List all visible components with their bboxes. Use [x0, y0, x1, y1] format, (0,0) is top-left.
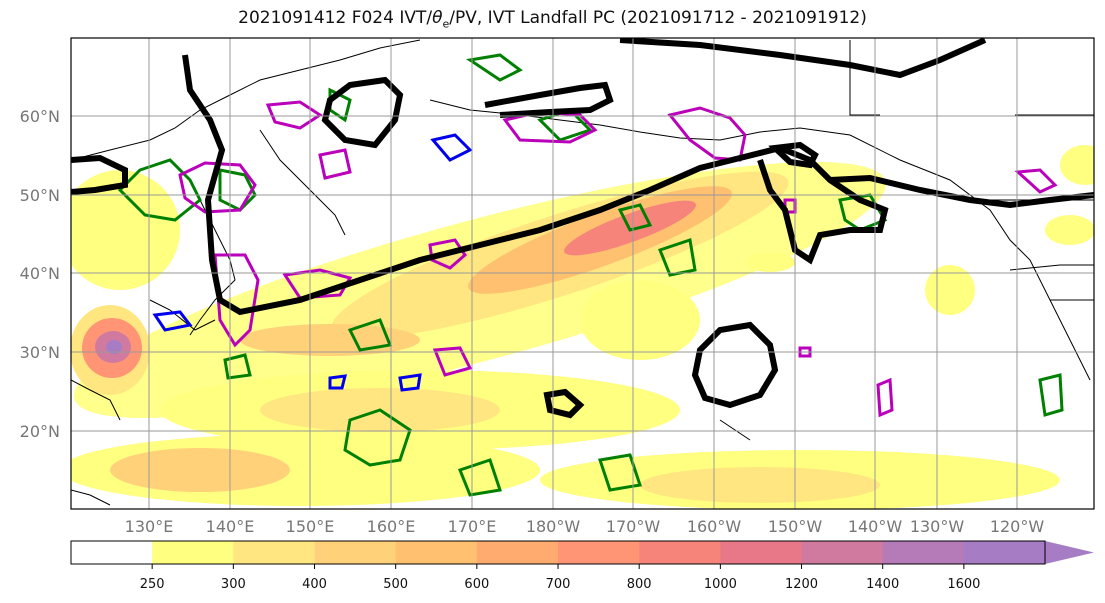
colorbar-tick-label: 400	[302, 577, 327, 592]
lon-label: 150°E	[286, 517, 335, 536]
colorbar-swatch	[395, 541, 478, 564]
lon-label: 140°E	[206, 517, 255, 536]
colorbar-tick-label: 1600	[947, 577, 980, 592]
colorbar-swatches	[71, 541, 1046, 564]
gridlines	[71, 38, 1094, 509]
colorbar-tick-label: 300	[221, 577, 246, 592]
colorbar-swatch	[314, 541, 397, 564]
colorbar-swatch	[152, 541, 234, 564]
pv-contours-green	[117, 53, 1064, 497]
colorbar: 250 300 400 500 600 700 800 1000 1200 1400 1600	[70, 540, 1094, 592]
colorbar-swatch	[720, 541, 803, 564]
colorbar-tick-label: 1200	[785, 577, 818, 592]
lat-label: 30°N	[20, 343, 60, 362]
colorbar-labels: 250 300 400 500 600 700 800 1000 1200 1400 1600	[140, 564, 980, 592]
colorbar-swatch	[963, 541, 1046, 564]
lon-label: 160°E	[367, 517, 416, 536]
colorbar-tick-label: 700	[546, 577, 571, 592]
lat-label: 40°N	[20, 264, 60, 283]
chart-title: 2021091412 F024 IVT/θe/PV, IVT Landfall …	[238, 8, 867, 31]
longitude-labels: 130°E 140°E 150°E 160°E 170°E 180°W 170°…	[125, 517, 1045, 536]
colorbar-extend-arrow	[1045, 541, 1094, 564]
colorbar-swatch	[882, 541, 965, 564]
lon-label: 170°W	[606, 517, 661, 536]
lat-label: 50°N	[20, 186, 60, 205]
lon-label: 140°W	[848, 517, 903, 536]
colorbar-tick-label: 500	[383, 577, 408, 592]
lon-label: 150°W	[768, 517, 823, 536]
lat-label: 60°N	[20, 107, 60, 126]
theta-e-contours	[71, 38, 1094, 419]
lon-label: 130°W	[910, 517, 965, 536]
colorbar-swatch	[558, 541, 640, 564]
colorbar-tick-label: 800	[627, 577, 652, 592]
colorbar-tick-label: 250	[140, 577, 165, 592]
colorbar-tick-label: 600	[464, 577, 489, 592]
lon-label: 170°E	[448, 517, 497, 536]
colorbar-tick-label: 1000	[704, 577, 737, 592]
lon-label: 120°W	[990, 517, 1045, 536]
lon-label: 130°E	[125, 517, 174, 536]
colorbar-swatch	[233, 541, 316, 564]
colorbar-swatch	[801, 541, 884, 564]
pv-contours-blue	[152, 133, 473, 392]
lon-label: 180°W	[526, 517, 581, 536]
map-frame	[70, 37, 1095, 510]
colorbar-swatch	[639, 541, 721, 564]
lon-label: 160°W	[687, 517, 742, 536]
lat-label: 20°N	[20, 422, 60, 441]
latitude-labels: 60°N 50°N 40°N 30°N 20°N	[20, 107, 60, 441]
colorbar-swatch	[71, 541, 153, 564]
colorbar-tick-label: 1400	[866, 577, 899, 592]
colorbar-swatch	[476, 541, 559, 564]
